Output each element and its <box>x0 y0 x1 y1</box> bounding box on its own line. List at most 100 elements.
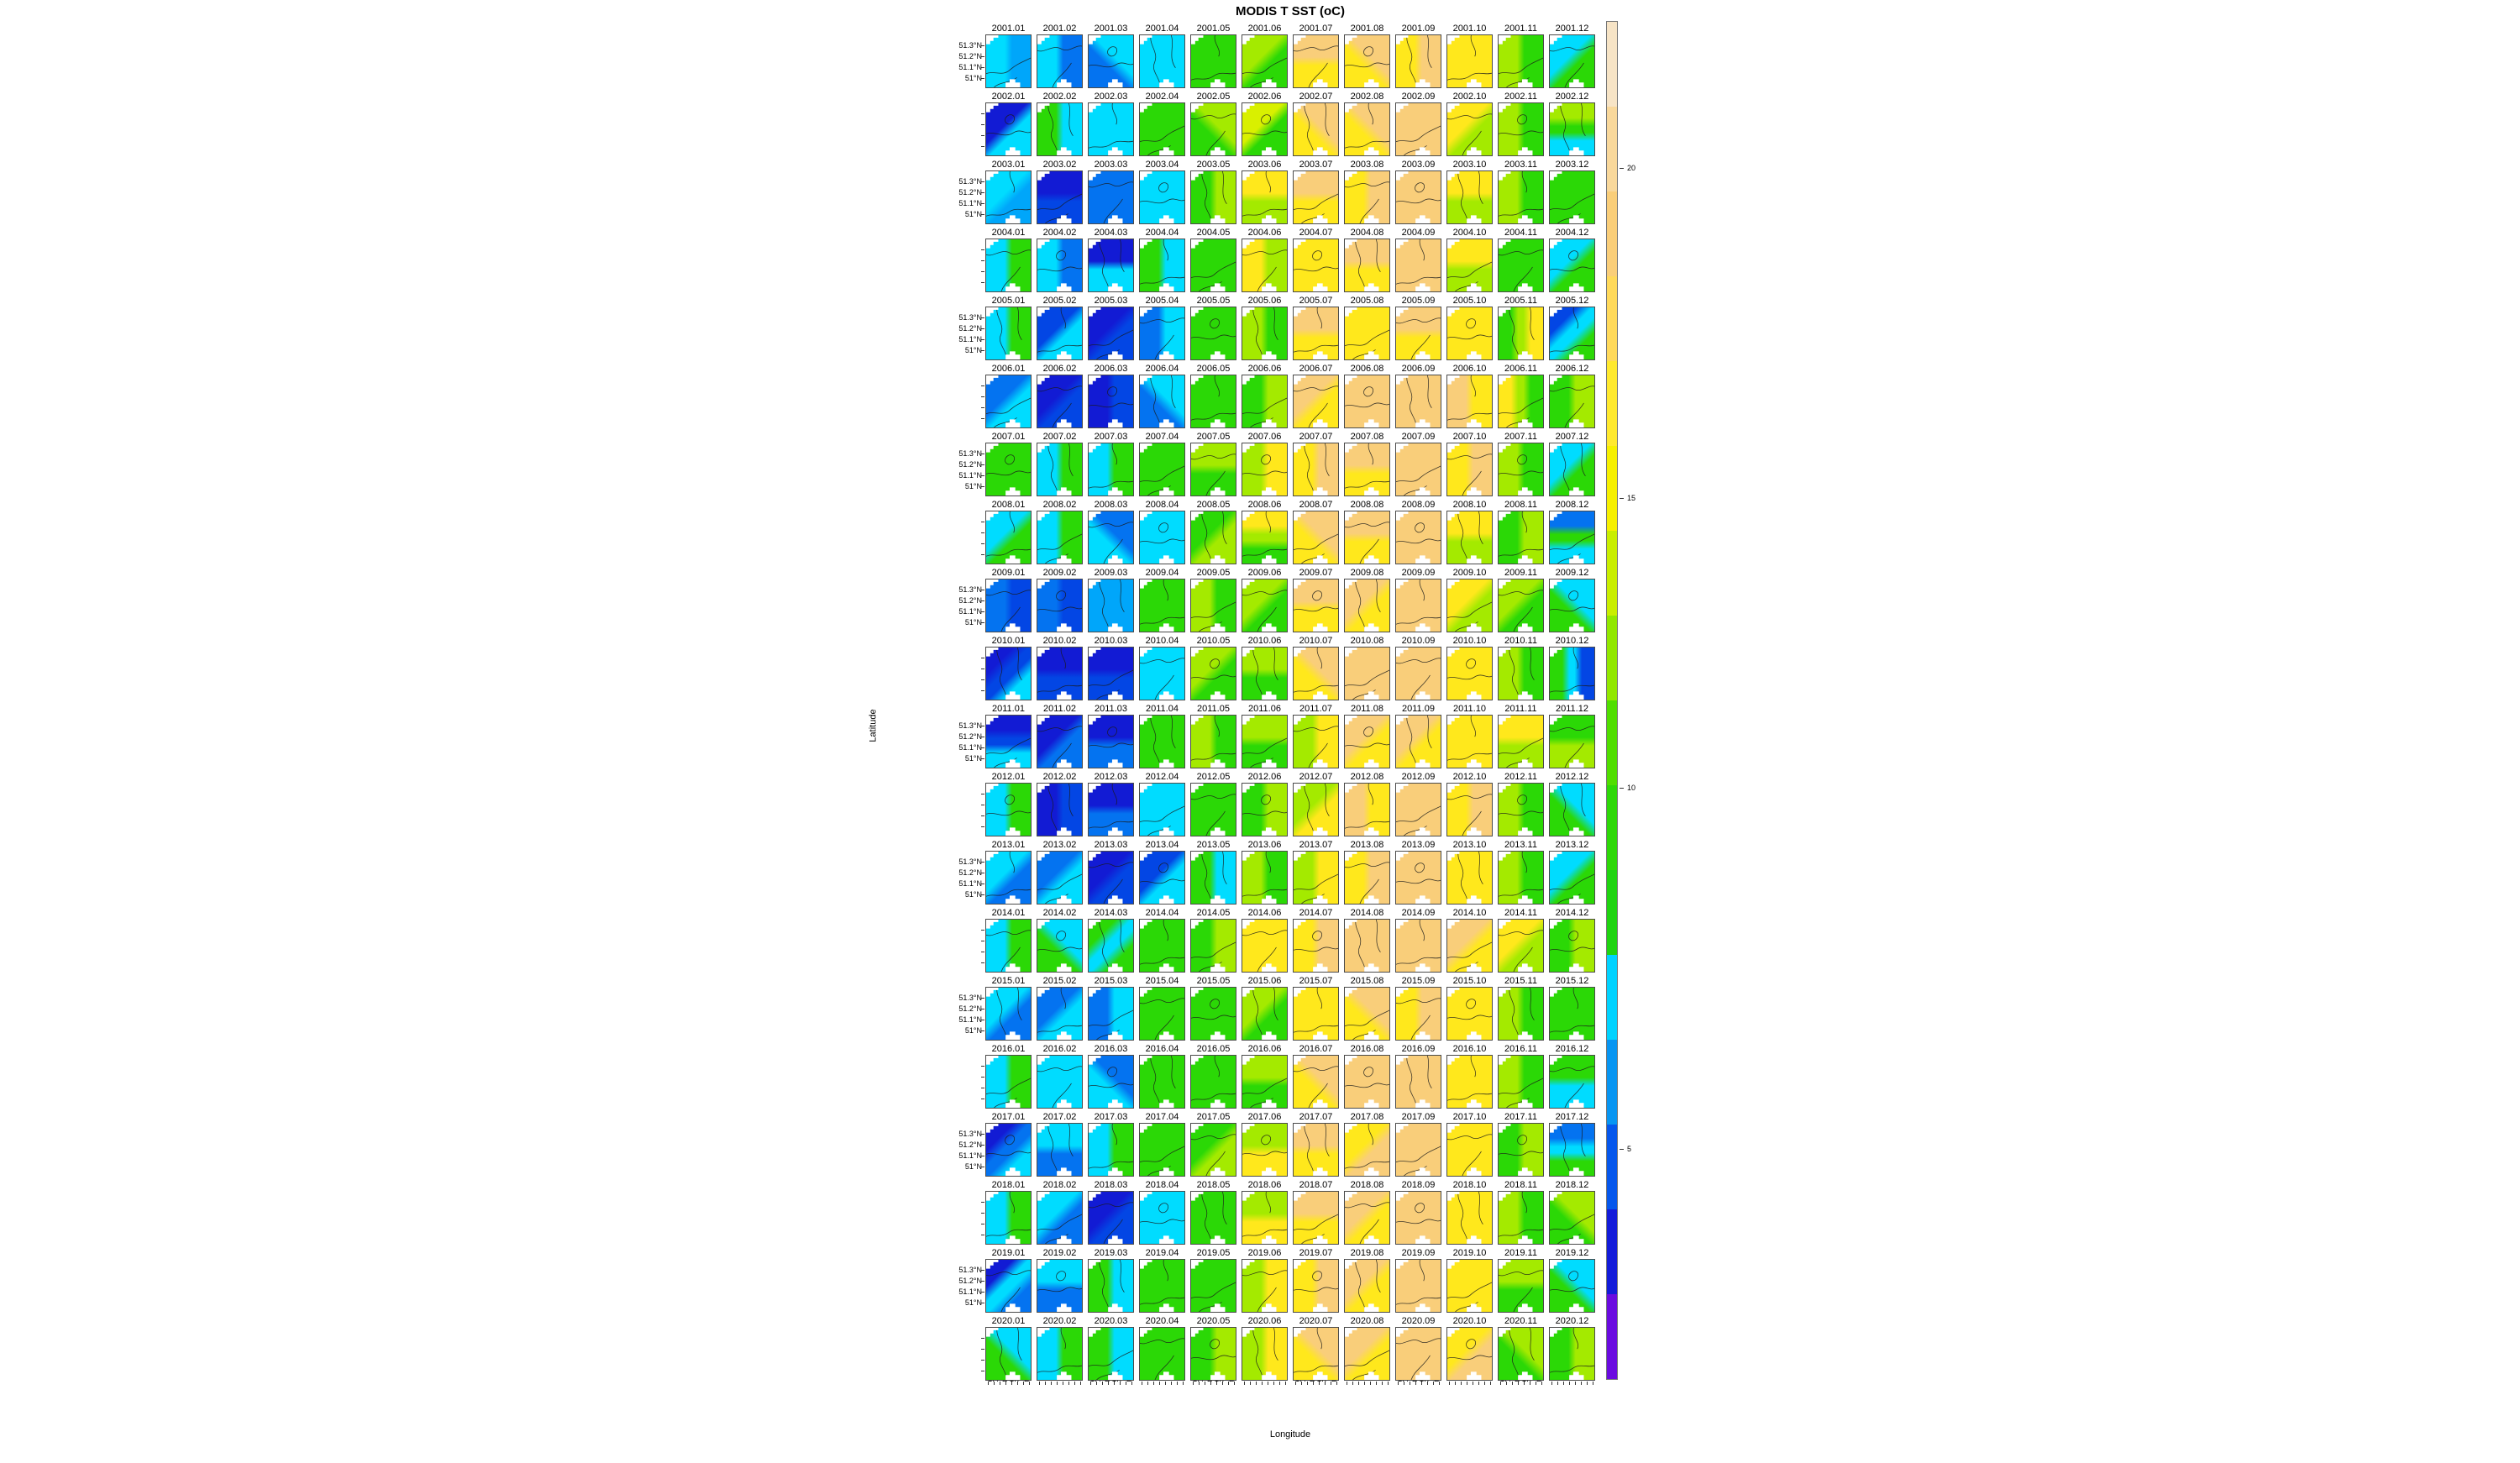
contour-lines <box>1447 375 1492 427</box>
x-tick <box>1388 1382 1389 1385</box>
land-mask <box>1262 1235 1277 1244</box>
land-mask <box>1550 716 1562 725</box>
land-mask <box>1569 691 1584 700</box>
contour-lines <box>1140 648 1184 700</box>
land-mask <box>1518 147 1533 155</box>
land-mask <box>1210 555 1226 564</box>
land-mask <box>1108 1235 1123 1244</box>
y-tick-label: 51.2°N <box>958 1141 982 1149</box>
contour-lines <box>1191 239 1236 291</box>
facet-plot <box>1293 307 1339 360</box>
colorbar-band <box>1607 446 1617 531</box>
facet-plot <box>1395 1327 1441 1385</box>
facet-plot <box>1498 1123 1544 1177</box>
contour-lines <box>986 1260 1031 1312</box>
facet-panel: 2004.01 <box>981 228 1032 292</box>
facet-plot <box>1139 1191 1185 1245</box>
facet-title: 2003.09 <box>1401 160 1436 170</box>
land-mask <box>1089 1328 1101 1337</box>
land-mask <box>1313 1099 1328 1108</box>
contour-lines <box>1037 35 1082 87</box>
colorbar-band <box>1607 785 1617 870</box>
land-mask <box>1005 1031 1021 1040</box>
facet-title: 2001.11 <box>1504 24 1537 34</box>
land-mask <box>1037 239 1050 249</box>
contour-lines <box>1089 375 1133 427</box>
contour-lines <box>1499 579 1543 632</box>
x-tick <box>1080 1382 1081 1385</box>
land-mask <box>1569 215 1584 223</box>
land-mask <box>1345 171 1357 181</box>
facet-panel: 2013.04 <box>1139 840 1185 905</box>
land-mask <box>1089 648 1101 657</box>
facet-panel: 2019.07 <box>1293 1248 1339 1313</box>
x-tick <box>1313 1382 1314 1385</box>
contour-lines <box>1191 375 1236 427</box>
land-mask <box>1262 895 1277 904</box>
land-mask <box>1467 419 1482 427</box>
land-mask <box>1140 579 1152 589</box>
facet-title: 2008.11 <box>1504 500 1537 510</box>
facet-title: 2009.03 <box>1094 568 1128 578</box>
facet-title: 2018.11 <box>1504 1180 1537 1190</box>
facet-panel: 2017.07 <box>1293 1112 1339 1177</box>
facet-title: 2015.02 <box>1042 976 1077 986</box>
contour-lines <box>986 1124 1031 1176</box>
facet-title: 2009.11 <box>1504 568 1537 578</box>
facet-plot <box>1549 443 1595 496</box>
facet-plot <box>1190 443 1236 496</box>
facet-panel: 2009.07 <box>1293 568 1339 632</box>
facet-title: 2002.11 <box>1504 92 1537 102</box>
facet-title: 2016.12 <box>1555 1044 1589 1054</box>
land-mask <box>1210 1167 1226 1176</box>
land-mask <box>1140 1260 1152 1269</box>
land-mask <box>1210 351 1226 359</box>
land-mask <box>1294 648 1306 657</box>
y-tick-label: 51.2°N <box>958 188 982 197</box>
land-mask <box>1396 716 1409 725</box>
facet-panel: 2001.04 <box>1139 24 1185 88</box>
land-mask <box>1262 419 1277 427</box>
facet-plot <box>1242 307 1288 360</box>
y-tick <box>981 1281 984 1282</box>
facet-plot <box>1139 34 1185 88</box>
facet-panel: 2017.10 <box>1446 1112 1493 1177</box>
facet-panel: 2004.02 <box>1037 228 1083 292</box>
land-mask <box>1396 852 1409 861</box>
land-mask <box>1294 920 1306 929</box>
facet-plot <box>1344 170 1390 224</box>
facet-title: 2001.03 <box>1094 24 1128 34</box>
land-mask <box>1294 307 1306 317</box>
land-mask <box>1242 171 1255 181</box>
x-tick <box>1364 1382 1365 1385</box>
facet-plot <box>1395 1191 1441 1245</box>
y-tick <box>981 135 984 136</box>
facet-plot <box>1446 34 1493 88</box>
land-mask <box>1550 1056 1562 1065</box>
x-tick <box>1563 1382 1564 1385</box>
land-mask <box>1191 171 1204 181</box>
land-mask <box>1294 1056 1306 1065</box>
facet-panel: 2015.08 <box>1344 976 1390 1041</box>
y-tick <box>981 1349 984 1350</box>
facet-panel: 2011.10 <box>1446 704 1493 768</box>
contour-lines <box>1242 239 1287 291</box>
facet-panel: 2013.01 51.3°N 51.2°N 51.1°N 51°N <box>958 840 1032 905</box>
facet-title: 2006.04 <box>1145 364 1179 374</box>
x-tick <box>1461 1382 1462 1385</box>
land-mask <box>1313 691 1328 700</box>
facet-plot <box>1088 579 1134 632</box>
facet-panel: 2006.08 <box>1344 364 1390 428</box>
facet-panel: 2004.04 <box>1139 228 1185 292</box>
facet-plot <box>1190 239 1236 292</box>
land-mask <box>1345 511 1357 521</box>
facet-panel: 2002.10 <box>1446 92 1493 156</box>
facet-title: 2014.01 <box>991 908 1026 918</box>
facet-panel: 2008.06 <box>1242 500 1288 564</box>
facet-plot <box>1344 443 1390 496</box>
x-tick <box>1210 1382 1211 1385</box>
land-mask <box>1005 827 1021 836</box>
facet-title: 2008.07 <box>1299 500 1333 510</box>
land-mask <box>986 103 999 113</box>
land-mask <box>1262 351 1277 359</box>
